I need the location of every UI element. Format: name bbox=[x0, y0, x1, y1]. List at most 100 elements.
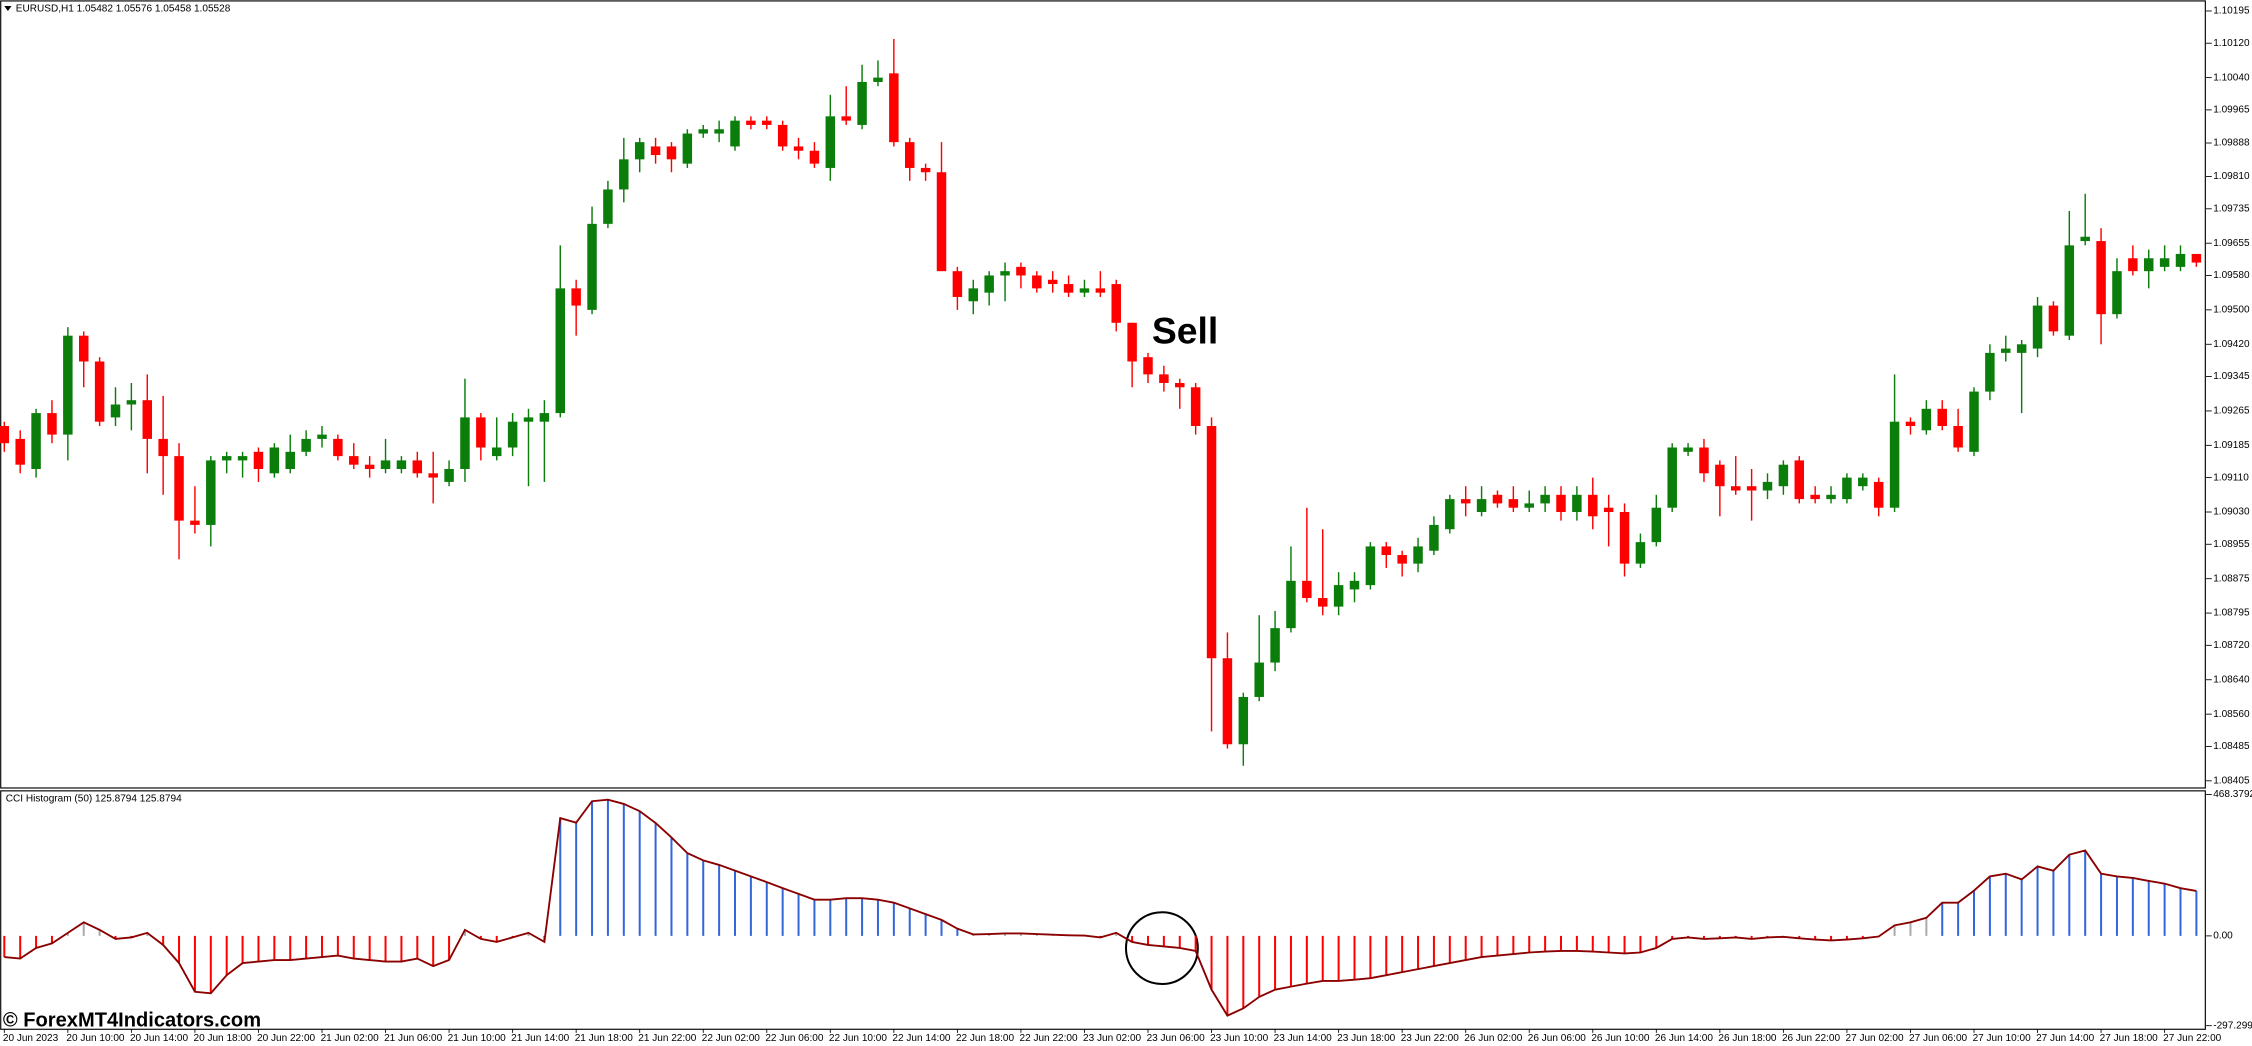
candle-body bbox=[1492, 494, 1503, 504]
candle-body bbox=[0, 425, 10, 444]
candle-body bbox=[920, 167, 931, 173]
x-tick-label: 26 Jun 14:00 bbox=[1655, 1033, 1714, 1044]
candle-body bbox=[428, 473, 438, 478]
x-tick-label: 21 Jun 10:00 bbox=[448, 1033, 507, 1044]
candle-body bbox=[2143, 258, 2154, 272]
y-tick-label: 1.09420 bbox=[2213, 339, 2250, 350]
chart-title: EURUSD,H1 1.05482 1.05576 1.05458 1.0552… bbox=[16, 3, 231, 14]
candle-body bbox=[1842, 477, 1852, 500]
candle-body bbox=[2048, 305, 2059, 332]
candle-body bbox=[269, 447, 280, 474]
candle-body bbox=[1778, 464, 1789, 487]
x-tick-label: 27 Jun 10:00 bbox=[1973, 1033, 2032, 1044]
candle-body bbox=[1159, 374, 1169, 383]
x-tick-label: 27 Jun 02:00 bbox=[1845, 1033, 1904, 1044]
y-tick-label: 1.09030 bbox=[2213, 507, 2250, 518]
candle-body bbox=[126, 400, 137, 405]
candle-body bbox=[206, 460, 216, 525]
candle-body bbox=[1175, 382, 1185, 388]
candle-body bbox=[889, 73, 899, 143]
candle-body bbox=[809, 150, 820, 164]
candle-body bbox=[476, 417, 486, 448]
y-tick-label: 1.09185 bbox=[2213, 440, 2250, 451]
x-tick-label: 22 Jun 06:00 bbox=[765, 1033, 824, 1044]
candle-body bbox=[1063, 284, 1074, 293]
candle-body bbox=[555, 288, 566, 414]
y-tick-label: 1.08875 bbox=[2213, 573, 2250, 584]
candle-body bbox=[968, 288, 979, 302]
x-tick-label: 23 Jun 06:00 bbox=[1147, 1033, 1206, 1044]
candle-body bbox=[1222, 658, 1233, 745]
candle-body bbox=[1206, 425, 1217, 659]
x-tick-label: 26 Jun 22:00 bbox=[1782, 1033, 1841, 1044]
candle-body bbox=[714, 129, 724, 134]
candle-body bbox=[444, 469, 454, 482]
candle-body bbox=[174, 456, 184, 521]
y-tick-label: 1.10120 bbox=[2213, 38, 2250, 49]
candle-body bbox=[253, 451, 264, 470]
candle-body bbox=[364, 464, 375, 470]
candle-body bbox=[2112, 271, 2122, 315]
x-tick-label: 27 Jun 22:00 bbox=[2163, 1033, 2222, 1044]
y-tick-label: 0.00 bbox=[2213, 931, 2233, 942]
candle-body bbox=[730, 120, 740, 147]
candle-body bbox=[190, 520, 200, 525]
candle-body bbox=[682, 133, 693, 164]
candle-body bbox=[2001, 348, 2011, 353]
indicator-pane bbox=[0, 790, 2206, 1030]
candle-body bbox=[2159, 258, 2170, 267]
y-tick-label: -297.2991 bbox=[2213, 1020, 2252, 1031]
candle-body bbox=[1873, 481, 1884, 508]
x-tick-label: 23 Jun 10:00 bbox=[1210, 1033, 1269, 1044]
candle-body bbox=[317, 434, 327, 439]
candle-body bbox=[857, 81, 867, 125]
indicator-title: CCI Histogram (50) 125.8794 125.8794 bbox=[6, 793, 182, 804]
candle-body bbox=[762, 120, 772, 125]
highlight-circle bbox=[1124, 911, 1199, 986]
candle-body bbox=[841, 116, 851, 121]
candle-body bbox=[301, 438, 311, 452]
candle-body bbox=[1079, 288, 1090, 293]
candle-body bbox=[2080, 236, 2090, 242]
candle-body bbox=[15, 438, 25, 465]
candle-body bbox=[142, 400, 153, 439]
candle-body bbox=[1985, 352, 1995, 392]
x-tick-label: 23 Jun 14:00 bbox=[1274, 1033, 1333, 1044]
x-tick-label: 20 Jun 2023 bbox=[3, 1033, 59, 1044]
candle-body bbox=[1715, 464, 1725, 487]
y-tick-label: 1.09265 bbox=[2213, 406, 2250, 417]
candle-body bbox=[936, 172, 947, 272]
candle-body bbox=[1016, 266, 1026, 276]
candle-body bbox=[2191, 253, 2202, 263]
candle-body bbox=[2032, 305, 2043, 349]
y-tick-label: 1.09888 bbox=[2213, 138, 2250, 149]
candle-body bbox=[1858, 477, 1868, 487]
candle-body bbox=[285, 451, 295, 470]
x-tick-label: 23 Jun 02:00 bbox=[1083, 1033, 1142, 1044]
candle-body bbox=[523, 417, 534, 422]
x-tick-label: 26 Jun 10:00 bbox=[1591, 1033, 1650, 1044]
candle-body bbox=[793, 146, 804, 151]
candle-body bbox=[746, 120, 756, 125]
candle-body bbox=[2016, 344, 2027, 353]
candle-body bbox=[1270, 628, 1280, 663]
candle-body bbox=[2175, 253, 2186, 267]
y-tick-label: 1.09965 bbox=[2213, 105, 2250, 116]
x-tick-label: 22 Jun 14:00 bbox=[892, 1033, 951, 1044]
candle-body bbox=[333, 438, 343, 457]
candle-body bbox=[1699, 447, 1709, 474]
candle-body bbox=[1429, 524, 1439, 551]
y-tick-label: 1.09735 bbox=[2213, 203, 2250, 214]
candle-body bbox=[78, 335, 89, 362]
candle-body bbox=[1238, 696, 1249, 745]
candle-body bbox=[1032, 275, 1042, 289]
x-tick-label: 22 Jun 10:00 bbox=[829, 1033, 888, 1044]
x-tick-label: 22 Jun 02:00 bbox=[702, 1033, 761, 1044]
candle-body bbox=[1651, 507, 1662, 543]
y-tick-label: 1.08640 bbox=[2213, 674, 2250, 685]
candle-body bbox=[1667, 447, 1677, 508]
candle-body bbox=[1317, 598, 1328, 607]
candle-body bbox=[952, 271, 963, 297]
x-tick-label: 20 Jun 22:00 bbox=[257, 1033, 316, 1044]
